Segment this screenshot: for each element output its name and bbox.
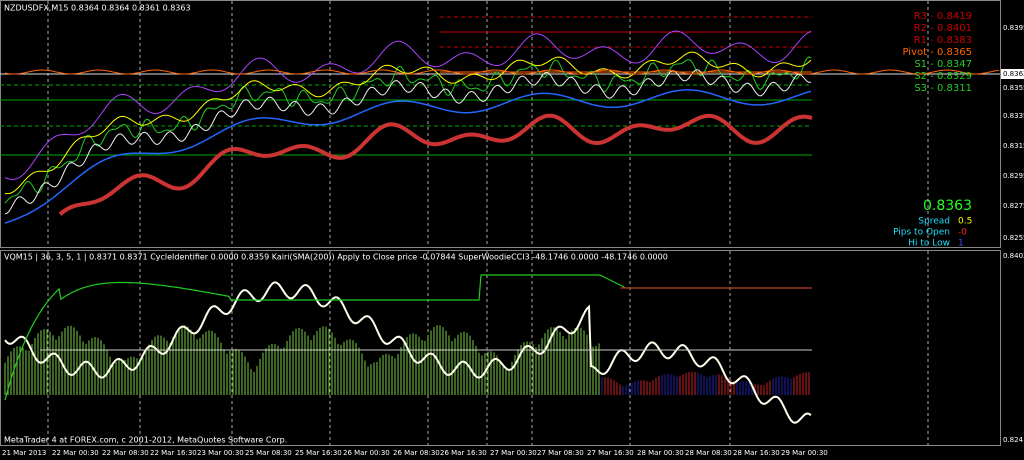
trace <box>4 89 812 224</box>
indicator-pane <box>0 250 1001 446</box>
time-axis-label: 26 Mar 08:30 <box>393 449 440 457</box>
time-axis-label: 26 Mar 16:30 <box>440 449 487 457</box>
decorations <box>0 1 1000 445</box>
info-price: 0.8363 <box>923 198 972 214</box>
info-label: Hi to Low <box>908 239 950 249</box>
trace <box>4 56 812 204</box>
time-axis-label: 25 Mar 16:30 <box>295 449 342 457</box>
time-axis-label: 28 Mar 08:30 <box>685 449 732 457</box>
time-axis-label: 22 Mar 08:30 <box>102 449 149 457</box>
time-axis-label: 26 Mar 00:30 <box>343 449 390 457</box>
price-axis-label: 0.8315 <box>1003 142 1024 150</box>
symbol-header: NZDUSDFX,M15 0.8364 0.8364 0.8361 0.8363 <box>4 4 191 13</box>
time-axis-label: 21 Mar 2013 <box>2 449 46 457</box>
time-axis-label: 25 Mar 08:30 <box>245 449 292 457</box>
pivot-label: R2 - 0.8401 <box>914 23 972 34</box>
info-value: 1 <box>958 239 964 249</box>
price-marker <box>1001 69 1024 79</box>
trace <box>58 113 813 216</box>
trace <box>4 69 1000 75</box>
pivot-label: S3 - 0.8311 <box>914 83 972 94</box>
trace <box>4 30 812 181</box>
price-axis-label: 0.8255 <box>1003 234 1024 242</box>
time-axis-label: 27 Mar 08:30 <box>537 449 584 457</box>
indicator-axis-label: 0.824 <box>1003 436 1024 444</box>
info-value: -0 <box>958 228 967 238</box>
time-axis-label: 23 Mar 00:30 <box>197 449 244 457</box>
time-axis-label: 27 Mar 16:30 <box>587 449 634 457</box>
pivot-label: Pivot - 0.8365 <box>902 47 972 58</box>
pivot-label: S1 - 0.8347 <box>914 59 972 70</box>
time-axis-label: 29 Mar 00:30 <box>781 449 828 457</box>
time-axis-label: 22 Mar 00:30 <box>52 449 99 457</box>
time-axis-label: 28 Mar 16:30 <box>733 449 780 457</box>
time-axis-label: 22 Mar 16:30 <box>150 449 197 457</box>
price-axis-label: 0.8355 <box>1003 84 1024 92</box>
price-axis-label: 0.8395 <box>1003 24 1024 32</box>
indicator-axis-label: 0.8403 <box>1003 252 1024 260</box>
pivot-label: S2 - 0.8329 <box>914 71 972 82</box>
info-label: Pips to Open <box>893 228 950 238</box>
info-value: 0.5 <box>958 217 972 227</box>
info-label: Spread <box>918 217 950 227</box>
current-price: 0.8363 <box>1003 70 1024 78</box>
price-axis-label: 0.8275 <box>1003 202 1024 210</box>
price-pane <box>0 0 1001 248</box>
price-axis-label: 0.8295 <box>1003 172 1024 180</box>
price-axis-label: 0.8335 <box>1003 112 1024 120</box>
trace <box>4 69 812 215</box>
trace <box>4 51 812 195</box>
copyright: MetaTrader 4 at FOREX.com, c 2001-2012, … <box>4 436 287 445</box>
time-axis-label: 27 Mar 00:30 <box>490 449 537 457</box>
time-axis-label: 28 Mar 00:30 <box>637 449 684 457</box>
pivot-label: R1 - 0.8383 <box>914 35 972 46</box>
pivot-label: R3 - 0.8419 <box>914 11 972 22</box>
indicator-header: VQM15 | 36, 3, 5, 1 | 0.8371 0.8371 Cycl… <box>4 253 668 262</box>
